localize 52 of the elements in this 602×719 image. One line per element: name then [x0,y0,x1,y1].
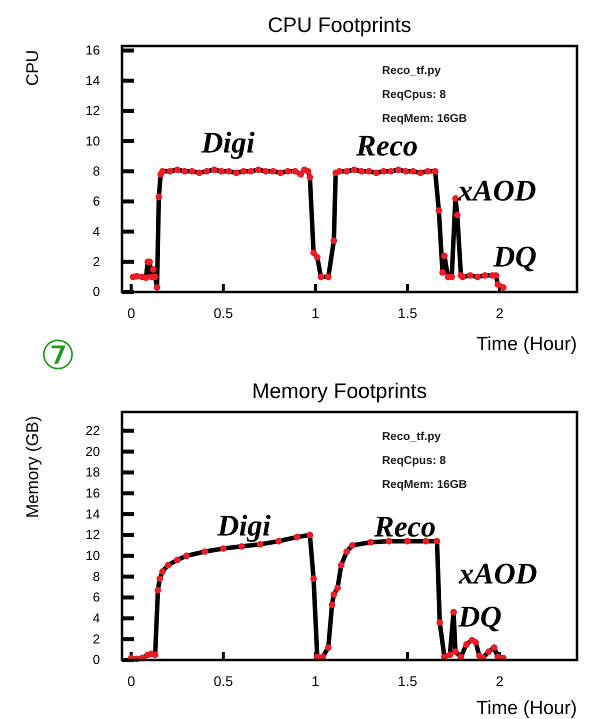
y-tick-label: 8 [92,568,100,584]
annotation: Reco [355,130,418,162]
y-tick-label: 4 [92,224,100,239]
y-axis-title: Memory (GB) [23,416,42,518]
y-tick-label: 22 [86,422,100,438]
x-axis-title: Time (Hour) [476,698,577,719]
text: ⑦ [40,334,76,378]
y-tick-label: 10 [86,548,100,563]
y-tick-label: 2 [92,254,100,269]
y-tick-label: 4 [92,610,100,626]
y-tick-label: 6 [92,194,100,209]
annotation: Reco_tf.py [382,65,442,77]
annotation: ReqMem: 16GB [382,113,467,125]
annotation: ReqCpus: 8 [382,455,446,467]
y-tick-label: 0 [92,652,100,668]
x-tick-label: 0 [127,672,136,689]
x-tick-label: 1.5 [398,672,418,689]
annotation: Reco_tf.py [382,431,442,443]
y-tick-label: 6 [92,590,100,605]
y-tick-label: 16 [86,485,100,500]
x-tick-label: 1 [312,304,320,321]
y-tick-label: 14 [86,506,100,522]
y-tick-label: 12 [86,103,100,118]
x-tick-label: 2 [496,304,504,321]
y-tick-label: 18 [86,464,100,480]
x-tick-label: 2 [496,672,504,689]
y-tick-label: 20 [86,444,100,459]
annotation: Digi [216,510,272,542]
x-tick-label: 0 [127,304,136,321]
annotation: ReqMem: 16GB [382,479,467,491]
y-tick-label: 0 [92,284,100,300]
y-tick-label: 14 [86,72,100,88]
x-tick-label: 0.5 [214,304,234,321]
chart-title: CPU Footprints [268,14,412,37]
annotation: ReqCpus: 8 [382,89,446,101]
chart-title: Memory Footprints [252,380,428,403]
y-tick-label: 8 [92,163,100,178]
annotation: Reco [373,510,436,544]
x-axis-title: Time (Hour) [476,334,577,355]
annotation: Digi [200,126,256,160]
annotation: DQ [492,240,537,274]
annotation: xAOD [458,558,538,590]
x-tick-label: 1 [312,672,320,689]
annotation: DQ [457,600,502,634]
y-tick-label: 2 [92,631,100,646]
x-tick-label: 1.5 [398,304,418,321]
annotation: xAOD [456,174,536,208]
y-tick-label: 16 [86,42,100,58]
y-axis-title: CPU [23,50,42,86]
x-tick-label: 0.5 [214,672,234,689]
y-tick-label: 12 [86,527,100,542]
y-tick-label: 10 [86,133,100,148]
